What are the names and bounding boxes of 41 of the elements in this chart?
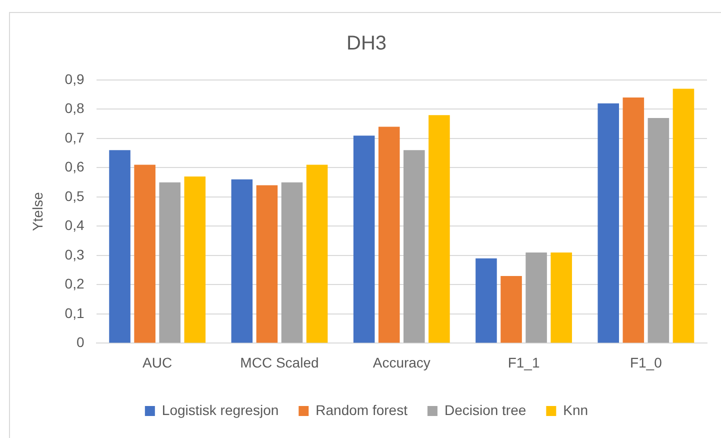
bar [672, 88, 694, 343]
y-tick-label: 0,4 [64, 217, 84, 234]
legend-label: Knn [563, 402, 588, 418]
x-tick-label: MCC Scaled [240, 354, 319, 370]
bar [231, 179, 253, 343]
legend-label: Decision tree [444, 402, 526, 418]
y-tick-label: 0 [76, 334, 84, 350]
bar [306, 164, 328, 343]
chart-title: DH3 [346, 32, 387, 55]
bar [159, 182, 180, 343]
bar [428, 115, 450, 343]
y-tick-label: 0,5 [64, 188, 84, 204]
y-tick-label: 0,9 [64, 70, 84, 87]
y-tick-label: 0,8 [64, 100, 84, 116]
bar [353, 136, 375, 343]
y-tick-label: 0,3 [64, 246, 84, 262]
bar [256, 185, 278, 343]
x-tick-label: AUC [142, 354, 172, 370]
bar [281, 182, 303, 343]
bar [109, 150, 130, 343]
x-tick-label: F1_1 [508, 354, 540, 370]
legend-label: Logistisk regresjon [162, 402, 279, 418]
y-tick-label: 0,2 [64, 276, 84, 292]
bar [476, 258, 497, 343]
legend-label: Random forest [316, 402, 408, 418]
x-tick-label: Accuracy [372, 354, 430, 370]
bar [378, 126, 400, 343]
bar [184, 176, 206, 343]
bar [404, 150, 425, 343]
y-tick-label: 0,1 [64, 304, 84, 321]
y-axis-title: Ytelse [29, 192, 46, 232]
bar [500, 276, 522, 343]
x-tick-label: F1_0 [630, 354, 662, 370]
bar [550, 252, 572, 343]
bar [598, 103, 620, 343]
bar [648, 118, 670, 343]
bar [622, 98, 644, 343]
y-tick-label: 0,7 [64, 129, 84, 146]
bar [134, 164, 156, 343]
y-tick-label: 0,6 [64, 158, 84, 175]
bar [526, 252, 547, 343]
